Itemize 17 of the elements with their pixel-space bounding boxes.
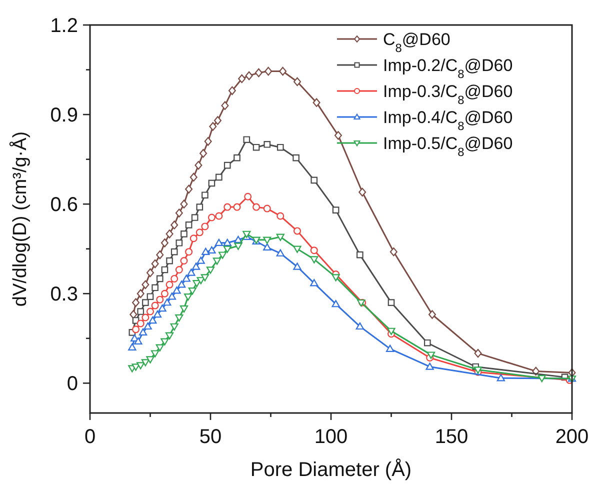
x-tick-label: 0 [84,426,96,448]
legend-label: C$_{8}$@D60 [383,30,450,55]
y-tick-label: 1.2 [50,15,78,37]
x-tick-label: 150 [434,426,468,448]
y-tick-label: 0.9 [50,104,78,127]
x-tick-label: 200 [555,426,589,448]
y-tick-label: 0.3 [50,284,78,306]
y-axis-title: dV/dlog(D) (cm³/g·Å) [9,131,31,307]
x-axis-title: Pore Diameter (Å) [250,458,412,481]
x-tick-label: 50 [199,426,222,448]
legend-label: Imp-0.3/C$_{8}$@D60 [383,82,513,107]
y-tick-label: 0 [66,373,78,396]
legend-label: Imp-0.2/C$_{8}$@D60 [383,56,513,81]
legend-label: Imp-0.4/C$_{8}$@D60 [383,108,513,133]
x-tick-label: 100 [314,426,348,448]
legend-label: Imp-0.5/C$_{8}$@D60 [383,134,513,159]
y-tick-label: 0.6 [50,194,78,216]
